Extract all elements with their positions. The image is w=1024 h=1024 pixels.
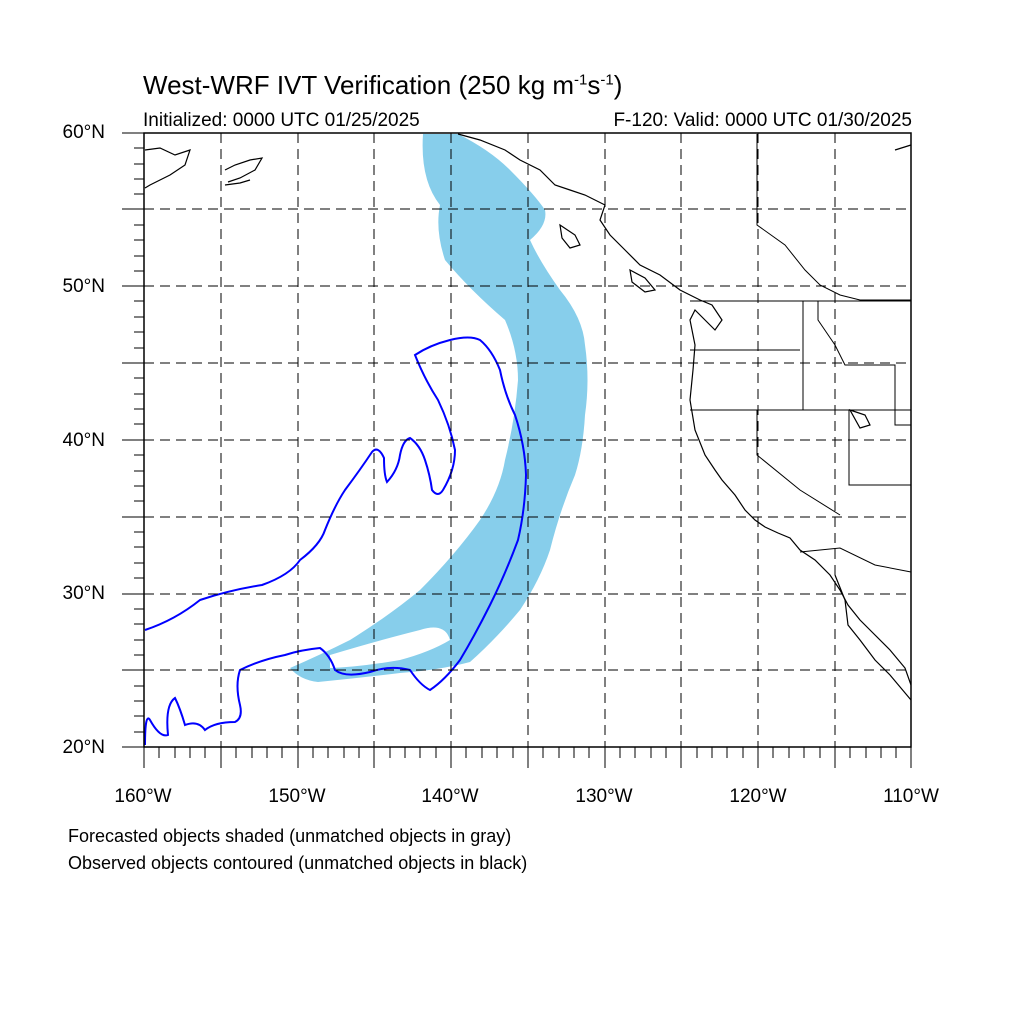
- forecast-object: [290, 134, 588, 682]
- grid-lines: [144, 133, 911, 747]
- lat-label-30: 30°N: [62, 583, 105, 604]
- initialized-time: Initialized: 0000 UTC 01/25/2025: [143, 110, 420, 131]
- lat-label-60: 60°N: [62, 122, 105, 143]
- lat-label-50: 50°N: [62, 276, 105, 297]
- lon-label-120w: 120°W: [729, 786, 787, 807]
- lon-label-160w: 160°W: [114, 786, 172, 807]
- forecast-object-notch: [330, 627, 450, 668]
- lat-label-40: 40°N: [62, 430, 105, 451]
- political-boundaries: [690, 134, 912, 573]
- lon-label-110w: 110°W: [883, 786, 939, 807]
- tick-marks: [122, 132, 912, 768]
- minor-tick-marks: [134, 147, 897, 758]
- observed-object-contour: [144, 336, 528, 746]
- legend-forecast-note: Forecasted objects shaded (unmatched obj…: [68, 826, 512, 846]
- lon-label-150w: 150°W: [268, 786, 326, 807]
- map-title: West-WRF IVT Verification (250 kg m-1s-1…: [143, 70, 623, 100]
- coastline: [144, 133, 912, 701]
- lat-label-20: 20°N: [62, 737, 105, 758]
- legend-observed-note: Observed objects contoured (unmatched ob…: [68, 853, 528, 873]
- valid-time: F-120: Valid: 0000 UTC 01/30/2025: [613, 110, 912, 131]
- lon-label-130w: 130°W: [575, 786, 633, 807]
- lon-label-140w: 140°W: [421, 786, 479, 807]
